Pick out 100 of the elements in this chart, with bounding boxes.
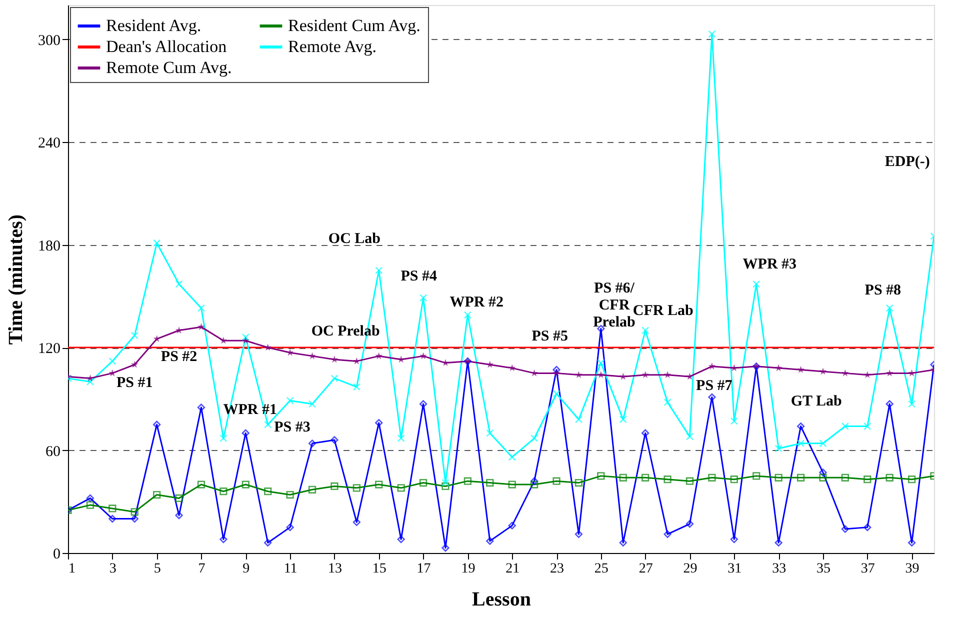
point [108, 514, 116, 523]
x-tick-label: 35 [816, 562, 830, 576]
point [286, 490, 294, 499]
y-tick-label: 240 [38, 136, 60, 152]
point [175, 512, 183, 520]
point [530, 480, 538, 488]
annotation: WPR #3 [742, 256, 797, 273]
x-tick-label: 1 [68, 562, 76, 576]
point [552, 390, 560, 398]
point [264, 420, 272, 428]
point [442, 544, 450, 552]
point [198, 323, 205, 330]
point [442, 478, 450, 487]
point [619, 416, 627, 424]
point [664, 530, 672, 538]
point [308, 400, 316, 408]
point [419, 294, 428, 302]
point [708, 393, 716, 401]
x-tick-label: 39 [905, 562, 920, 576]
annotation: GT Lab [790, 394, 842, 410]
point [286, 396, 294, 404]
point [664, 476, 672, 484]
point [597, 359, 605, 367]
x-tick-label: 27 [638, 562, 653, 576]
point [642, 326, 650, 334]
point [708, 474, 716, 482]
point [508, 522, 516, 530]
point [308, 352, 316, 360]
point [841, 525, 849, 533]
point [220, 434, 228, 442]
x-tick-label: 9 [242, 562, 250, 576]
annotation: PS #8 [864, 282, 902, 298]
annotation: CFR Lab [632, 302, 694, 319]
point [464, 477, 472, 485]
point [130, 360, 138, 368]
point [108, 369, 116, 376]
point [552, 369, 560, 376]
y-tick-label: 300 [38, 32, 60, 49]
point [686, 372, 694, 380]
point [442, 482, 450, 490]
point [908, 400, 916, 408]
point [664, 371, 672, 378]
point [153, 420, 161, 428]
point [508, 480, 516, 488]
point [375, 352, 383, 360]
x-tick-label: 31 [728, 562, 742, 576]
point [330, 436, 338, 444]
point [864, 371, 872, 378]
point [864, 524, 872, 532]
point [530, 477, 538, 485]
point [397, 535, 405, 544]
point [730, 417, 738, 425]
point [197, 304, 206, 312]
point [308, 486, 316, 494]
point [908, 476, 916, 484]
point [419, 478, 428, 487]
x-tick-label: 33 [772, 562, 786, 576]
point [619, 474, 627, 482]
point [153, 490, 161, 499]
point [708, 362, 716, 370]
x-tick-label: 7 [198, 562, 206, 576]
annotation: OC Lab [328, 230, 380, 247]
point [397, 484, 405, 492]
point [153, 239, 161, 247]
point [842, 369, 849, 376]
legend-label: Remote Cum Avg. [106, 58, 232, 77]
point [708, 30, 716, 38]
point [886, 304, 894, 312]
point [375, 419, 383, 427]
point [642, 474, 650, 482]
point [686, 477, 694, 485]
legend-label: Dean's Allocation [106, 37, 228, 56]
x-tick-label: 17 [416, 562, 431, 576]
point [796, 474, 805, 482]
point [841, 474, 849, 482]
point [352, 518, 360, 526]
point [664, 398, 672, 406]
point [796, 440, 805, 448]
point [508, 453, 516, 461]
point [330, 374, 338, 382]
point [130, 514, 138, 523]
point [130, 508, 138, 516]
point [886, 474, 894, 482]
point [242, 480, 250, 488]
point [108, 357, 116, 366]
y-tick-label: 120 [38, 341, 60, 357]
point [86, 494, 94, 502]
point [530, 434, 538, 442]
x-tick-label: 37 [860, 562, 875, 576]
point [130, 332, 138, 340]
point [486, 360, 494, 368]
point [264, 538, 272, 547]
point [508, 364, 516, 372]
point [730, 535, 738, 544]
point [864, 476, 872, 484]
point [752, 472, 760, 480]
point [619, 372, 627, 380]
point [197, 404, 206, 412]
point [797, 366, 804, 373]
point [597, 371, 605, 378]
